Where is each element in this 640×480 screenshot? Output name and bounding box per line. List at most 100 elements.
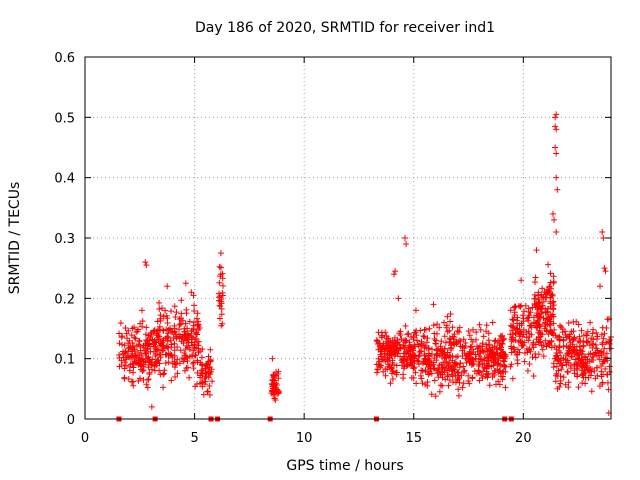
data-point <box>594 364 601 371</box>
data-points <box>116 111 614 416</box>
data-point <box>532 341 539 348</box>
data-point <box>534 306 541 313</box>
data-point <box>198 354 205 361</box>
data-point <box>508 349 515 356</box>
data-point <box>519 342 526 349</box>
data-point <box>466 353 473 360</box>
data-point <box>197 348 204 355</box>
data-point <box>143 324 150 331</box>
data-point <box>131 324 138 331</box>
data-point <box>403 241 410 248</box>
data-point <box>568 349 575 356</box>
data-point <box>591 368 598 375</box>
data-point <box>451 333 458 340</box>
data-point <box>219 320 226 327</box>
data-point <box>553 126 560 133</box>
data-point <box>186 318 193 325</box>
data-point <box>521 358 528 365</box>
data-point <box>389 375 396 382</box>
data-point <box>157 339 164 346</box>
data-point <box>128 353 135 360</box>
data-point <box>396 330 403 337</box>
data-point <box>168 308 175 315</box>
data-point <box>219 289 226 296</box>
data-point <box>190 325 197 332</box>
data-point <box>477 326 484 333</box>
data-point <box>392 268 399 275</box>
data-point <box>269 388 276 395</box>
data-point <box>510 346 517 353</box>
data-point <box>165 344 172 351</box>
data-point <box>555 367 562 374</box>
data-point <box>417 372 424 379</box>
data-point <box>511 304 518 311</box>
data-point <box>489 319 496 326</box>
data-point <box>422 368 429 375</box>
data-point <box>547 322 554 329</box>
data-point <box>448 365 455 372</box>
data-point <box>191 338 198 345</box>
data-point <box>424 335 431 342</box>
data-point <box>589 340 596 347</box>
data-point <box>465 327 472 334</box>
data-point <box>429 351 436 358</box>
data-point <box>565 345 572 352</box>
data-point <box>482 373 489 380</box>
data-point <box>217 264 224 271</box>
data-point <box>410 374 417 381</box>
data-point <box>478 372 485 379</box>
data-point <box>137 375 143 382</box>
data-point <box>423 360 430 367</box>
data-point <box>585 351 592 358</box>
data-point <box>428 370 435 377</box>
data-point <box>183 306 190 313</box>
data-point <box>382 329 389 336</box>
data-point <box>275 387 282 394</box>
data-point <box>547 270 554 277</box>
data-point <box>192 335 199 342</box>
data-point <box>146 371 153 378</box>
data-point <box>137 347 144 354</box>
data-point <box>121 342 128 349</box>
data-point <box>269 381 276 388</box>
data-point <box>377 342 384 349</box>
data-point <box>172 374 179 381</box>
data-point <box>550 273 557 280</box>
data-point <box>160 384 167 391</box>
data-point <box>118 361 125 368</box>
data-point <box>382 357 389 364</box>
data-point <box>378 353 385 360</box>
data-point <box>431 330 438 337</box>
data-point <box>125 340 132 347</box>
data-point <box>375 361 382 368</box>
data-point <box>435 374 442 381</box>
data-point <box>404 331 411 338</box>
data-point <box>164 283 171 290</box>
data-point <box>168 377 175 384</box>
data-point <box>496 342 503 349</box>
data-point <box>415 358 422 365</box>
data-point <box>183 337 190 344</box>
data-point <box>456 375 463 382</box>
data-point <box>521 308 528 315</box>
data-point <box>465 378 472 385</box>
data-point <box>565 333 572 340</box>
data-point <box>593 329 600 336</box>
data-point <box>489 373 496 380</box>
data-point <box>155 357 162 364</box>
data-point <box>124 335 131 342</box>
data-point <box>536 338 543 345</box>
data-point <box>571 361 578 368</box>
data-point <box>515 302 522 309</box>
data-point <box>411 343 418 350</box>
data-point <box>418 348 425 355</box>
data-point <box>207 346 214 353</box>
data-point <box>553 150 560 157</box>
data-point <box>599 379 606 386</box>
data-point <box>373 337 380 344</box>
data-point <box>511 311 518 318</box>
data-point <box>425 355 432 362</box>
data-point <box>190 292 197 299</box>
data-point <box>182 280 189 287</box>
